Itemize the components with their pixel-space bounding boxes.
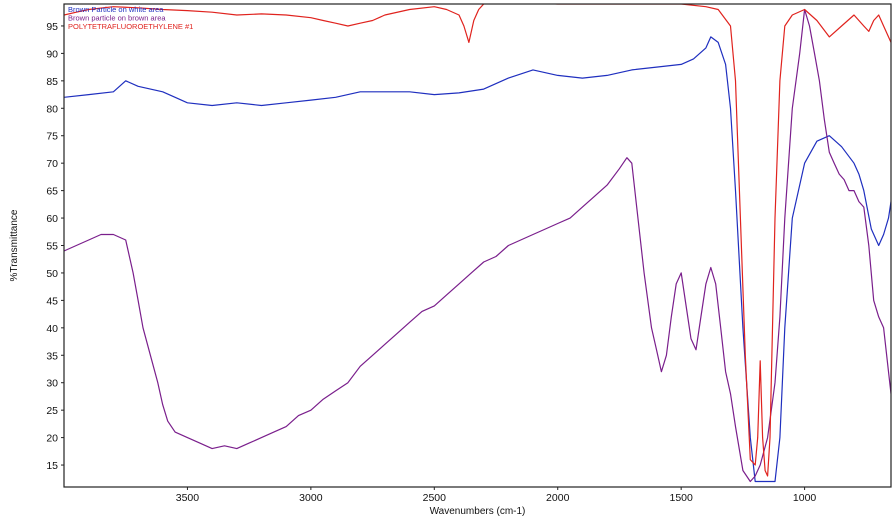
x-tick-label: 1000 [793,492,817,504]
series-line-2 [64,8,891,483]
y-axis-title: %Transmittance [9,209,20,281]
y-tick-label: 90 [46,48,58,60]
y-tick-label: 80 [46,103,58,115]
y-tick-label: 65 [46,186,58,198]
x-tick-label: 3000 [299,492,323,504]
legend-entry: Brown particle on brown area [68,14,166,23]
y-tick-label: 95 [46,21,58,33]
series-layer [64,4,891,483]
y-tick-label: 85 [46,76,58,88]
y-tick-label: 30 [46,378,58,390]
x-tick-label: 3500 [176,492,200,504]
x-axis-title: Wavenumbers (cm-1) [430,506,526,517]
y-tick-label: 60 [46,213,58,225]
y-tick-label: 70 [46,158,58,170]
y-tick-label: 35 [46,350,58,362]
legend-entry: Brown Particle on white area [68,5,164,14]
x-tick-label: 1500 [669,492,693,504]
y-tick-label: 25 [46,405,58,417]
x-tick-label: 2000 [546,492,570,504]
series-line-1 [64,36,891,483]
legend-entry: POLYTETRAFLUOROETHYLENE #1 [68,22,193,31]
y-tick-label: 15 [46,460,58,472]
x-tick-label: 2500 [423,492,447,504]
series-line-3 [64,4,891,477]
y-tick-label: 45 [46,295,58,307]
y-tick-label: 75 [46,131,58,143]
y-tick-label: 50 [46,268,58,280]
plot-frame [63,3,892,488]
y-tick-label: 55 [46,241,58,253]
y-tick-label: 40 [46,323,58,335]
y-tick-label: 20 [46,433,58,445]
